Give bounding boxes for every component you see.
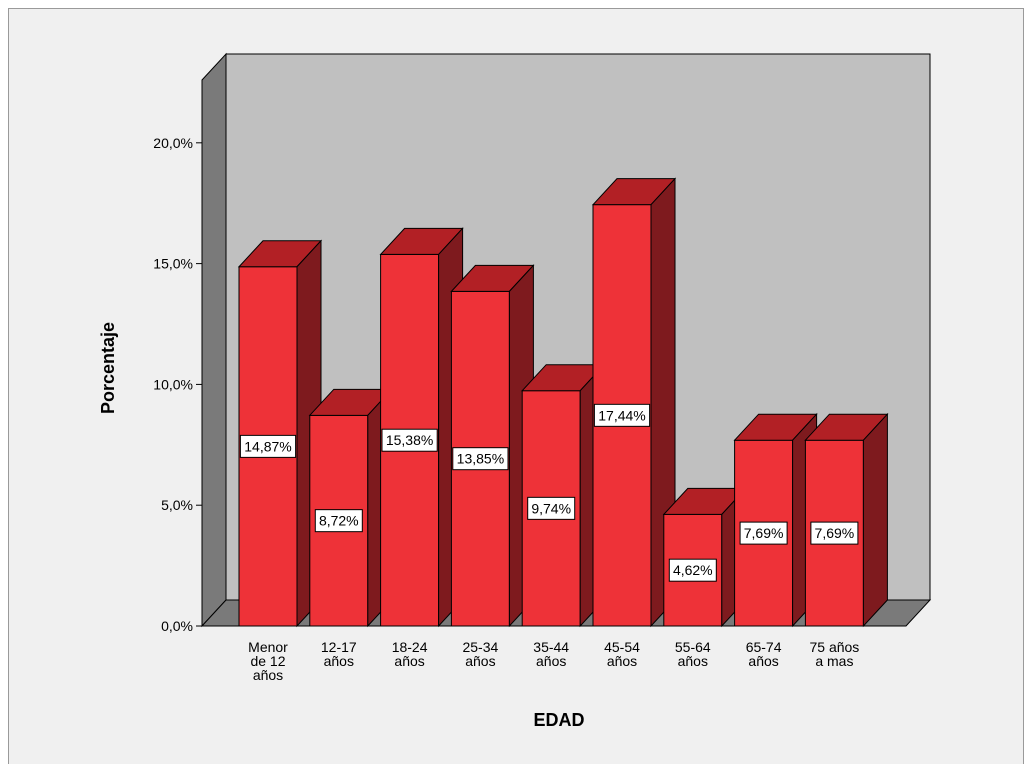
data-label-box [381, 428, 438, 452]
x-category-line: años [324, 653, 354, 669]
bar [237, 239, 323, 628]
bar [591, 177, 677, 628]
x-category-label: 18-24 años [392, 639, 428, 669]
bar [733, 412, 818, 628]
data-label-box [239, 434, 297, 458]
x-category-line: años [748, 653, 778, 669]
data-label-box [593, 403, 651, 427]
data-label: 7,69% [744, 525, 784, 541]
y-axis-title: Porcentaje [98, 322, 118, 414]
x-category-line: 25-34 [462, 639, 498, 655]
x-category-line: Menor [248, 639, 288, 655]
data-label: 4,62% [673, 562, 713, 578]
x-category-label: 65-74 años [746, 639, 782, 669]
x-category-label: 35-44 años [533, 639, 569, 669]
x-category-line: años [253, 667, 283, 683]
x-category-label: 12-17 años [321, 639, 357, 669]
data-label-box [810, 521, 859, 545]
bar-side [862, 412, 888, 628]
x-category-line: 75 años [809, 639, 859, 655]
x-category-label: 55-64 años [675, 639, 711, 669]
bar [379, 227, 464, 628]
y-tick-label: 0,0% [161, 618, 193, 634]
x-category-line: años [394, 653, 424, 669]
bar [450, 264, 535, 628]
x-category-line: años [607, 653, 637, 669]
x-category-line: 35-44 [533, 639, 569, 655]
y-tick-label: 20,0% [153, 135, 193, 151]
y-tick-label: 10,0% [153, 376, 193, 392]
data-label: 9,74% [531, 500, 571, 516]
x-category-line: a mas [815, 653, 853, 669]
bar [521, 363, 606, 628]
data-label-box [314, 509, 363, 533]
x-category-line: años [678, 653, 708, 669]
data-label: 7,69% [815, 525, 855, 541]
side-wall [201, 52, 227, 628]
data-label-box [668, 558, 717, 582]
data-label: 14,87% [244, 438, 291, 454]
data-label: 13,85% [457, 451, 504, 467]
data-label-box [527, 496, 576, 520]
data-label: 15,38% [386, 432, 433, 448]
y-tick-label: 5,0% [161, 497, 193, 513]
bar [662, 487, 747, 628]
x-category-line: 45-54 [604, 639, 640, 655]
x-category-label: 45-54 años [604, 639, 640, 669]
data-label: 8,72% [319, 513, 359, 529]
x-category-label: 75 años a mas [809, 639, 859, 669]
data-label-box [452, 447, 509, 471]
x-axis-title: EDAD [533, 710, 584, 730]
x-category-line: años [536, 653, 566, 669]
x-category-line: 65-74 [746, 639, 782, 655]
x-category-line: 18-24 [392, 639, 428, 655]
y-tick-label: 15,0% [153, 256, 193, 272]
x-category-line: 55-64 [675, 639, 711, 655]
x-category-line: 12-17 [321, 639, 357, 655]
x-category-line: de 12 [250, 653, 285, 669]
x-category-label: Menor de 12 años [248, 639, 288, 683]
x-category-line: años [465, 653, 495, 669]
data-label: 17,44% [598, 407, 645, 423]
x-category-label: 25-34 años [462, 639, 498, 669]
bar [804, 412, 889, 628]
data-label-box [739, 521, 788, 545]
bar [308, 388, 393, 628]
